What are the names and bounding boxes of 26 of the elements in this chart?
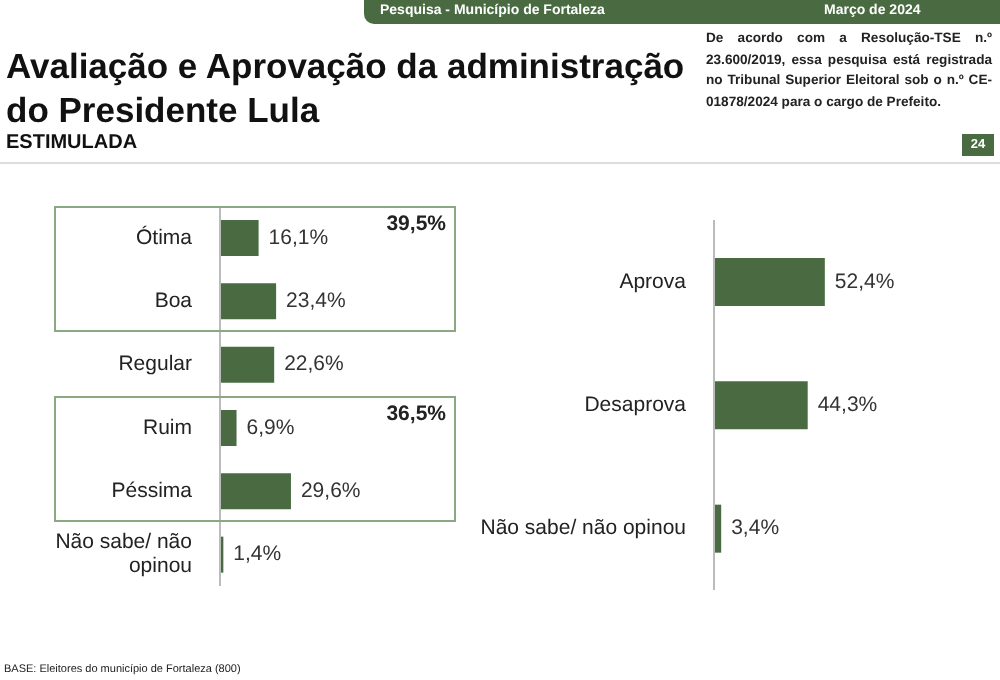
y-tick-label: Ruim bbox=[142, 415, 193, 440]
data-label: 22,6% bbox=[284, 352, 344, 377]
data-label: 6,9% bbox=[246, 415, 295, 440]
y-tick-label: Não sabe/ não opinou bbox=[480, 515, 687, 540]
data-label: 23,4% bbox=[286, 288, 346, 313]
bar bbox=[220, 220, 259, 256]
y-tick-label: Desaprova bbox=[584, 392, 687, 417]
y-tick-label: Péssima bbox=[111, 478, 193, 503]
bar bbox=[220, 346, 275, 383]
data-label: 16,1% bbox=[268, 225, 329, 250]
chart-title: Avaliação e Aprovação da administração do Presidente Lula bbox=[6, 44, 687, 132]
data-label: 29,6% bbox=[300, 478, 361, 503]
y-tick-label: Ótima bbox=[135, 223, 193, 250]
y-tick-label: Regular bbox=[118, 351, 193, 376]
data-label: 52,4% bbox=[834, 269, 895, 294]
y-tick-label: Boa bbox=[154, 288, 193, 313]
bar bbox=[220, 473, 291, 510]
data-label: 1,4% bbox=[233, 542, 282, 567]
data-label: 44,3% bbox=[817, 392, 878, 417]
y-tick-label: Não sabe/ não opinou bbox=[55, 529, 193, 578]
bar bbox=[220, 410, 237, 446]
y-tick-label: Aprova bbox=[619, 269, 687, 294]
data-label: 3,4% bbox=[731, 516, 780, 541]
chart-subtitle: ESTIMULADA bbox=[6, 132, 138, 154]
bar bbox=[220, 283, 277, 320]
text: 36,5% bbox=[386, 402, 446, 426]
